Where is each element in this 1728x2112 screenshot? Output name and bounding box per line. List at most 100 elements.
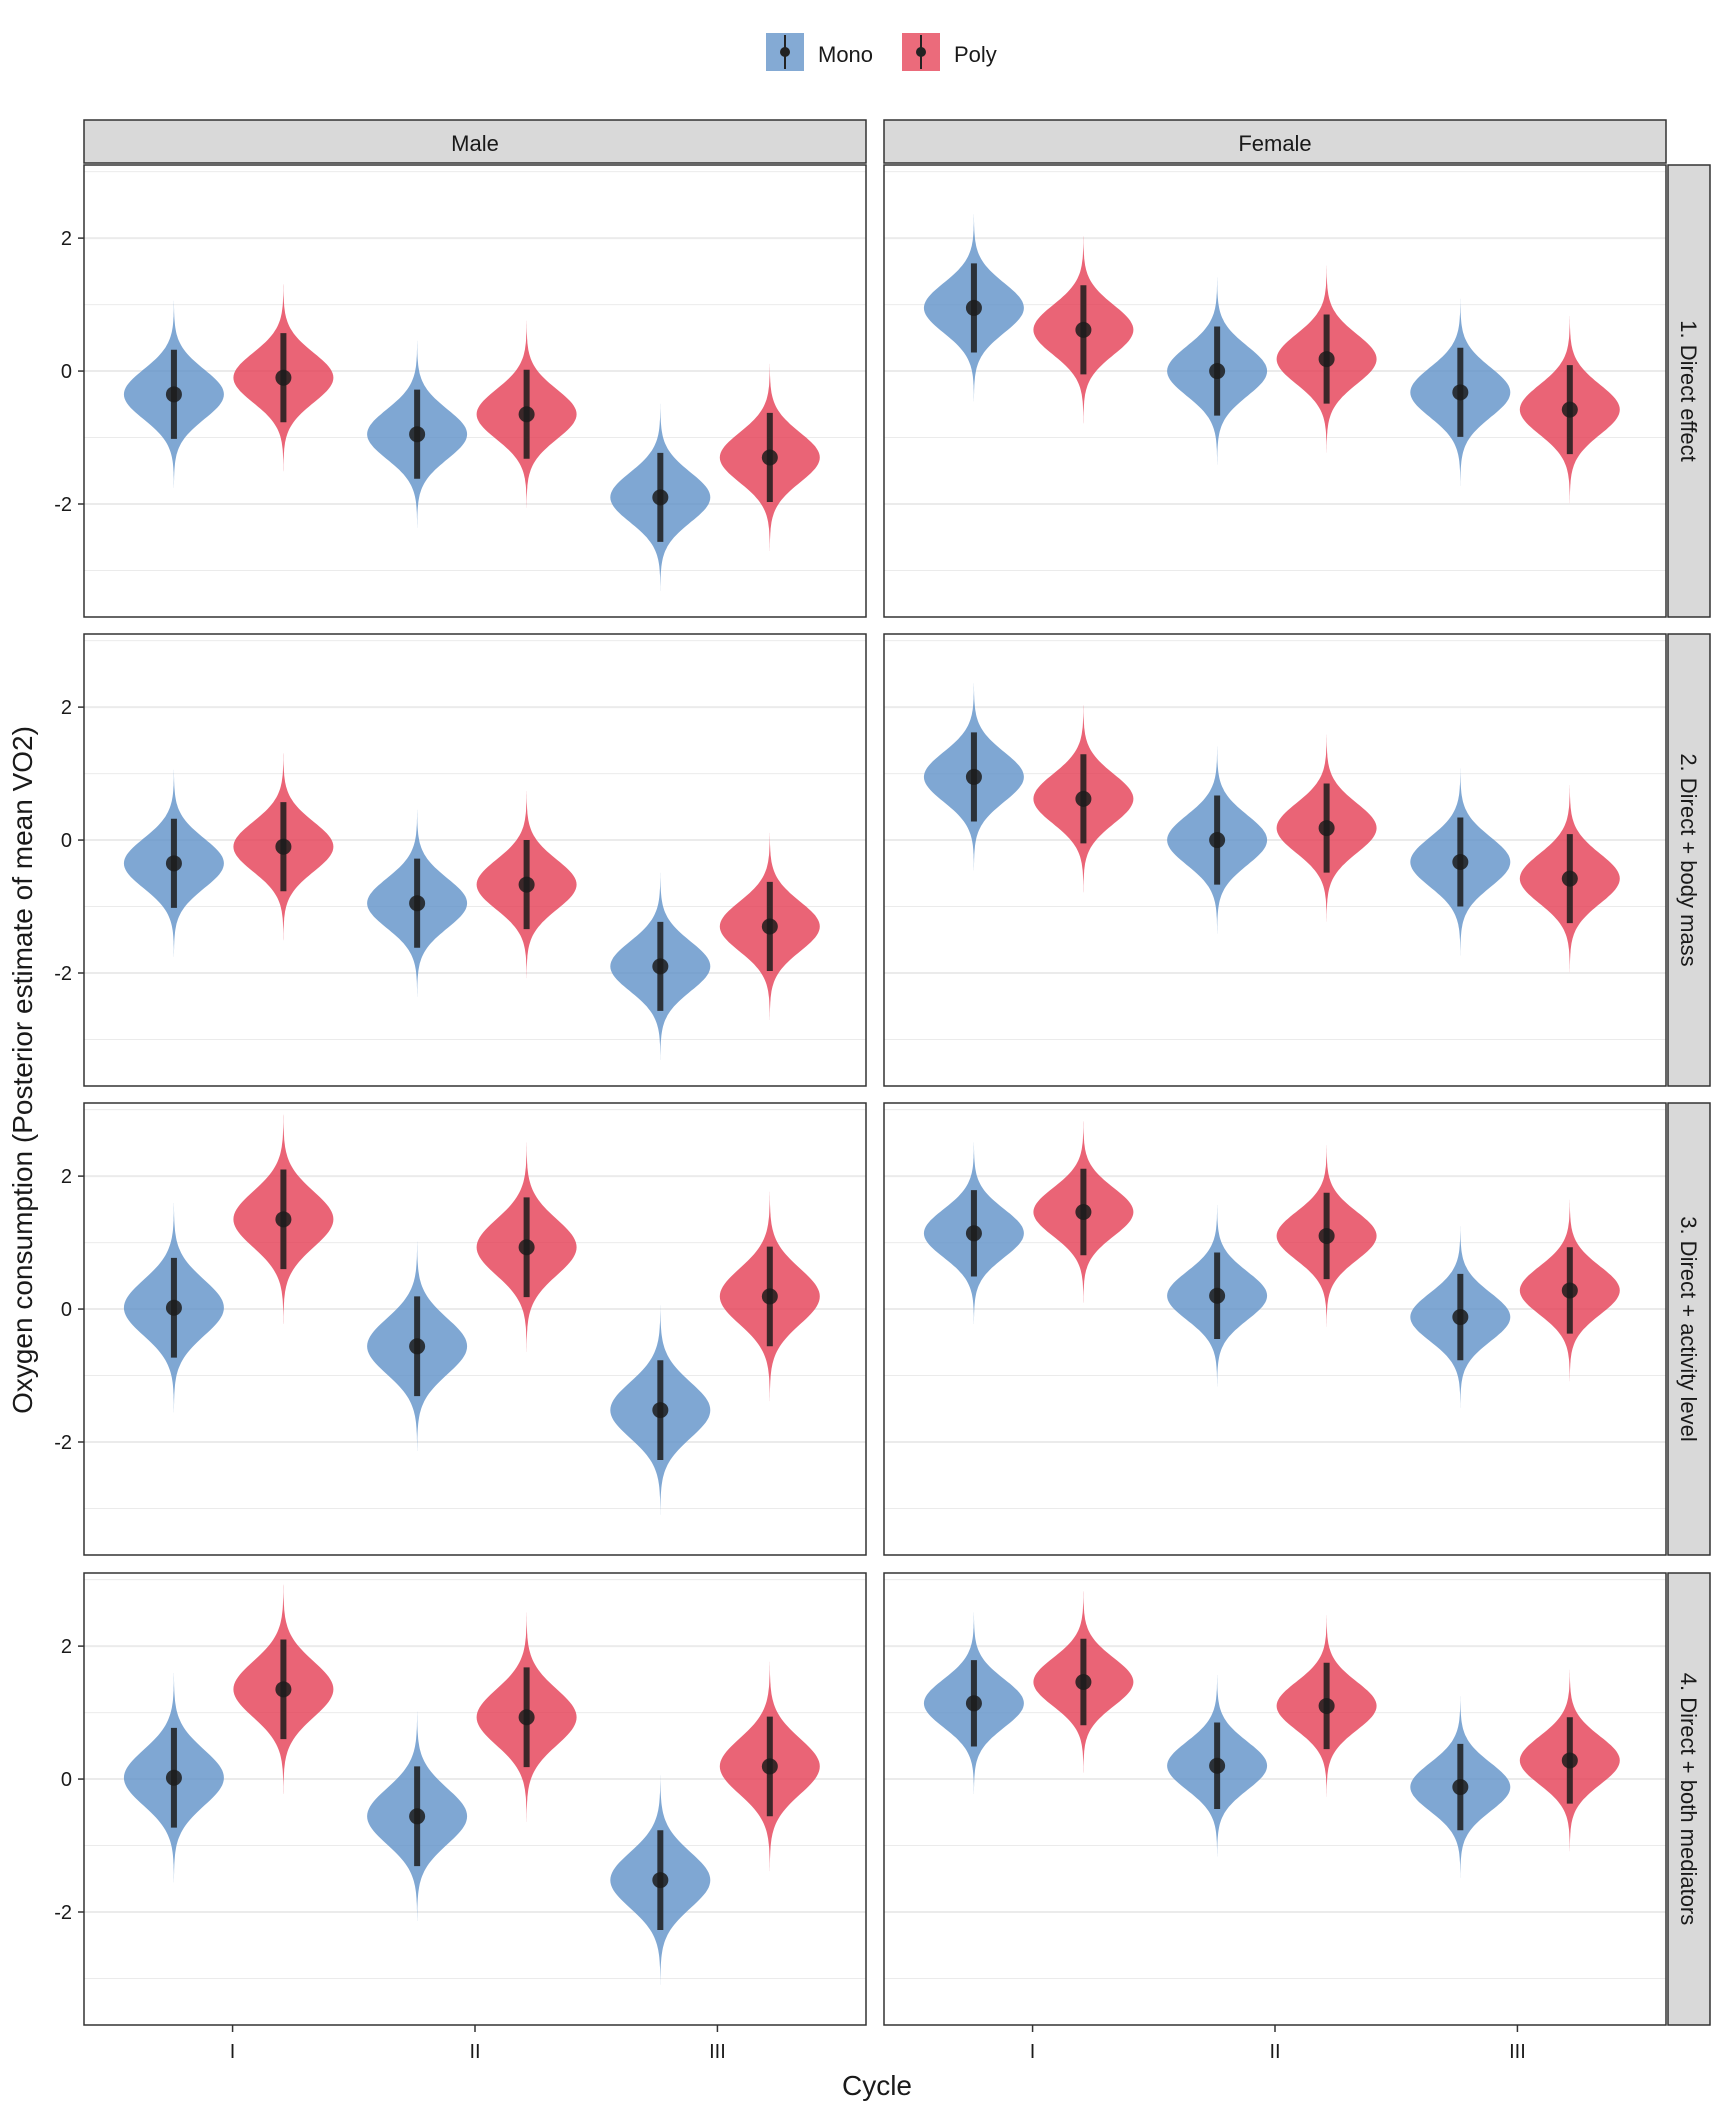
median-point-poly bbox=[1075, 1204, 1092, 1221]
y-tick-label: 0 bbox=[61, 361, 72, 383]
violin-mono-i bbox=[123, 1203, 224, 1413]
violin-mono-iii bbox=[1410, 768, 1511, 956]
median-point-mono bbox=[1209, 1287, 1226, 1304]
strip-row-3 bbox=[1667, 1102, 1711, 1556]
violin-poly-ii bbox=[476, 320, 577, 508]
violin-poly-i bbox=[1033, 1121, 1134, 1303]
violin-poly-iii bbox=[1519, 785, 1620, 973]
strip-row-1 bbox=[1667, 164, 1711, 618]
violin-mono-ii bbox=[1167, 277, 1268, 465]
median-point-poly bbox=[518, 1239, 535, 1256]
violin-mono-ii bbox=[367, 809, 468, 997]
median-point-mono bbox=[409, 1808, 426, 1825]
violin-poly-i bbox=[1033, 1591, 1134, 1773]
x-tick-label: I bbox=[1030, 2041, 1036, 2063]
violin-mono-iii bbox=[1410, 298, 1511, 486]
violin-mono-ii bbox=[1167, 1205, 1268, 1387]
strip-label-female: Female bbox=[1238, 131, 1311, 156]
violin-mono-iii bbox=[610, 1305, 711, 1515]
median-point-poly bbox=[518, 406, 535, 423]
y-tick-label: 2 bbox=[61, 1166, 72, 1188]
violin-mono-ii bbox=[367, 1711, 468, 1921]
violin-mono-iii bbox=[610, 1775, 711, 1985]
violin-poly-i bbox=[1033, 705, 1134, 893]
median-point-mono bbox=[1452, 1309, 1469, 1326]
median-point-poly bbox=[1075, 1674, 1092, 1691]
strip-female bbox=[883, 119, 1667, 164]
y-tick-label: -2 bbox=[54, 1902, 72, 1924]
median-point-mono bbox=[409, 426, 426, 443]
panel-female-row-1 bbox=[883, 164, 1667, 618]
median-point-mono bbox=[1452, 1779, 1469, 1796]
violin-poly-iii bbox=[719, 832, 820, 1020]
y-tick-label: 2 bbox=[61, 228, 72, 250]
median-point-poly bbox=[1561, 870, 1578, 887]
median-point-mono bbox=[965, 1695, 982, 1712]
violin-poly-ii bbox=[1276, 265, 1377, 453]
violin-poly-iii bbox=[719, 363, 820, 551]
median-point-mono bbox=[165, 1299, 182, 1316]
panel-female-row-3 bbox=[883, 1102, 1667, 1556]
violin-poly-iii bbox=[1519, 316, 1620, 504]
violin-poly-iii bbox=[1519, 1669, 1620, 1852]
median-point-poly bbox=[518, 876, 535, 893]
panel-male-row-3: 2 0 -2 bbox=[54, 1102, 867, 1556]
violin-poly-ii bbox=[476, 1142, 577, 1352]
strip-male bbox=[83, 119, 867, 164]
x-tick-label: I bbox=[230, 2041, 236, 2063]
violin-mono-i bbox=[923, 683, 1024, 871]
violin-mono-ii bbox=[1167, 1675, 1268, 1857]
median-point-poly bbox=[1075, 790, 1092, 807]
panel-border bbox=[83, 164, 867, 618]
median-point-mono bbox=[409, 1338, 426, 1355]
panel-background bbox=[884, 1573, 1666, 2025]
median-point-poly bbox=[275, 369, 292, 386]
median-point-mono bbox=[965, 768, 982, 785]
violin-poly-i bbox=[233, 1584, 334, 1794]
median-point-mono bbox=[652, 1872, 669, 1889]
violin-mono-i bbox=[123, 1673, 224, 1883]
x-tick-label: III bbox=[1509, 2041, 1526, 2063]
violin-poly-ii bbox=[476, 791, 577, 979]
violin-mono-i bbox=[923, 1142, 1024, 1324]
panel-female-row-2 bbox=[883, 633, 1667, 1087]
median-point-poly bbox=[1561, 1282, 1578, 1299]
panel-background bbox=[884, 1103, 1666, 1555]
median-point-poly bbox=[1318, 1227, 1335, 1244]
median-point-mono bbox=[165, 855, 182, 872]
violin-poly-iii bbox=[719, 1191, 820, 1402]
strip-row-label-2: 2. Direct + body mass bbox=[1676, 753, 1701, 966]
y-tick-label: -2 bbox=[54, 963, 72, 985]
panel-border bbox=[83, 1102, 867, 1556]
panel-background bbox=[84, 1573, 866, 2025]
median-point-poly bbox=[761, 918, 778, 935]
facet-strips: Male Female 1. Direct effect 2. Direct + bo… bbox=[83, 119, 1711, 2026]
violin-mono-ii bbox=[1167, 746, 1268, 934]
median-point-poly bbox=[761, 1758, 778, 1775]
median-point-mono bbox=[1209, 363, 1226, 380]
violin-poly-ii bbox=[1276, 1615, 1377, 1797]
median-point-mono bbox=[652, 489, 669, 506]
strip-row-4 bbox=[1667, 1572, 1711, 2026]
legend-item-mono: Mono bbox=[766, 33, 873, 71]
panel-male-row-2: 2 0 -2 bbox=[54, 633, 867, 1087]
median-point-poly bbox=[1318, 351, 1335, 368]
median-point-mono bbox=[652, 1402, 669, 1419]
median-point-poly bbox=[1318, 820, 1335, 837]
violin-poly-iii bbox=[719, 1661, 820, 1872]
violin-poly-i bbox=[1033, 236, 1134, 424]
panel-female-row-4 bbox=[883, 1572, 1667, 2026]
median-point-mono bbox=[652, 958, 669, 975]
violin-mono-iii bbox=[610, 872, 711, 1060]
violin-mono-i bbox=[923, 1612, 1024, 1794]
violin-poly-i bbox=[233, 753, 334, 941]
violin-mono-iii bbox=[610, 403, 711, 591]
x-tick-label: III bbox=[709, 2041, 726, 2063]
panel-border bbox=[883, 1102, 1667, 1556]
violin-poly-i bbox=[233, 1114, 334, 1324]
violin-mono-i bbox=[123, 769, 224, 957]
median-point-mono bbox=[965, 299, 982, 316]
median-point-poly bbox=[275, 1681, 292, 1698]
median-point-poly bbox=[1561, 1752, 1578, 1769]
